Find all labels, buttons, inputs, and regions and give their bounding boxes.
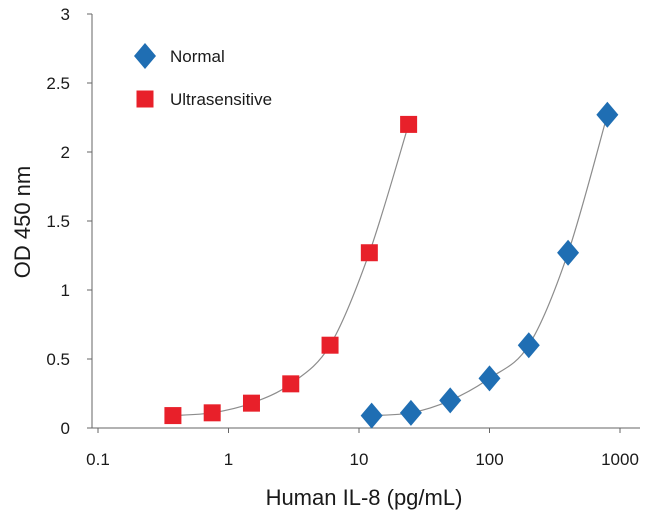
x-tick-label: 0.1 [86,450,110,469]
data-points [164,101,619,429]
data-point-ultrasensitive [400,115,418,133]
x-tick-label: 1000 [601,450,639,469]
data-point-ultrasensitive [242,394,260,412]
fit-curve-ultrasensitive [172,124,410,417]
plot-area: 0 0.5 1 1.5 2 2.5 3 0.1 1 10 100 1000 [46,5,640,469]
y-axis-title: OD 450 nm [10,166,35,279]
y-tick-label: 2.5 [46,74,70,93]
data-point-normal [557,239,580,266]
data-point-ultrasensitive [321,336,339,354]
legend-marker-ultrasensitive [136,90,154,108]
y-tick-label: 1 [61,281,70,300]
data-point-normal [478,365,501,392]
data-point-ultrasensitive [360,244,378,262]
data-point-normal [517,332,540,359]
data-point-normal [596,101,619,128]
data-point-normal [399,399,422,426]
x-tick-label: 10 [350,450,369,469]
legend-label: Ultrasensitive [170,90,272,109]
legend-label: Normal [170,47,225,66]
legend-marker-normal [134,43,156,69]
y-tick-label: 0.5 [46,350,70,369]
x-tick-label: 100 [475,450,503,469]
data-point-normal [360,402,383,429]
data-point-ultrasensitive [282,375,300,393]
data-point-normal [439,387,462,414]
data-point-ultrasensitive [203,404,221,422]
fit-curves [172,114,608,417]
x-tick-label: 1 [224,450,233,469]
x-axis-ticks: 0.1 1 10 100 1000 [86,428,639,469]
data-point-ultrasensitive [164,407,182,425]
y-tick-label: 2 [61,143,70,162]
x-axis-title: Human IL-8 (pg/mL) [266,485,463,510]
legend: Normal Ultrasensitive [134,43,272,109]
y-axis-ticks: 0 0.5 1 1.5 2 2.5 3 [46,5,92,438]
y-tick-label: 3 [61,5,70,24]
y-tick-label: 1.5 [46,212,70,231]
y-tick-label: 0 [61,419,70,438]
